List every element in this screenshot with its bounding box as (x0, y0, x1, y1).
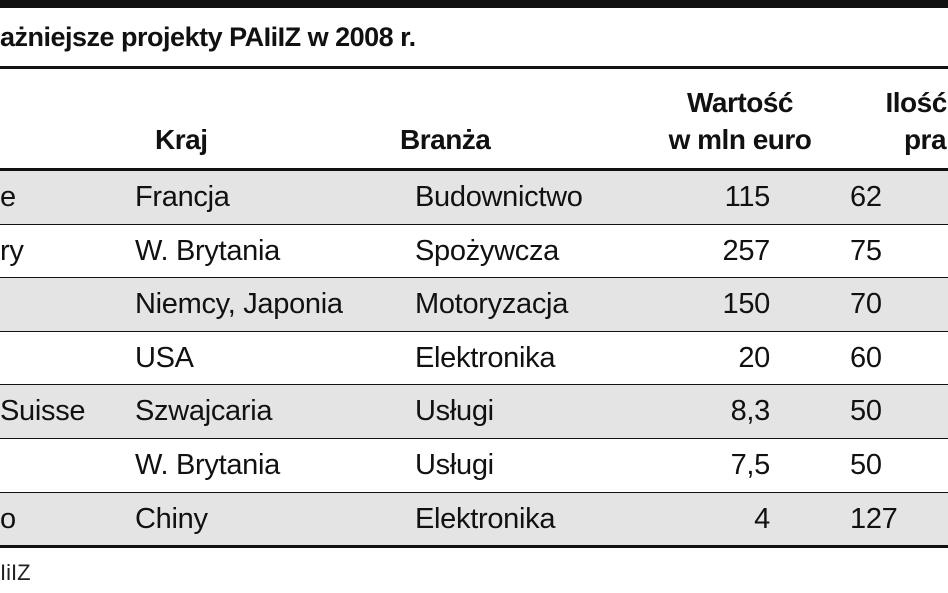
table-row (0, 224, 948, 278)
source: IiIZ (0, 560, 31, 585)
table-cell: 257 (722, 234, 771, 267)
table-cell: Elektronika (415, 341, 556, 374)
table-cell: 127 (850, 502, 898, 535)
table-cell: Usługi (415, 449, 494, 481)
table-cell: Usługi (415, 395, 494, 428)
table-row (0, 278, 948, 332)
table-cell: Szwajcaria (135, 395, 273, 428)
header-cell: Ilość r (885, 87, 948, 118)
header-cell: Wartość (687, 87, 793, 118)
table-cell: 150 (722, 288, 771, 321)
table-cell: Motoryzacja (415, 288, 569, 321)
table-cell: e (0, 181, 16, 213)
table-cell: Francja (135, 181, 230, 213)
table-cell: 20 (738, 341, 770, 374)
table-cell: Suisse (0, 395, 86, 428)
top-bar (0, 0, 948, 8)
table-cell: Budownictwo (415, 181, 583, 213)
table-cell: 115 (724, 181, 771, 213)
table-cell: 50 (850, 449, 882, 481)
table-cell: 75 (850, 234, 882, 267)
table-cell: 7,5 (730, 449, 771, 481)
table-row (0, 171, 948, 224)
table-cell: 50 (850, 395, 882, 428)
table-cell: ry (0, 234, 24, 267)
table-cell: Chiny (135, 502, 208, 535)
title-rule (0, 66, 948, 69)
table-title: ażniejsze projekty PAIiIZ w 2008 r. (0, 22, 416, 52)
table-cell: W. Brytania (135, 234, 280, 267)
table-row (0, 385, 948, 439)
header-cell: Branża (400, 124, 491, 155)
table-cell: 8,3 (730, 395, 771, 428)
header-cell: pra (903, 124, 947, 155)
table-cell: Spożywcza (415, 234, 559, 267)
table-cell: 70 (850, 288, 882, 321)
table-cell: Elektronika (415, 502, 556, 535)
table-row (0, 492, 948, 546)
table-cell: 4 (754, 502, 770, 535)
header-cell: w mln euro (668, 124, 812, 155)
table-cell: W. Brytania (135, 449, 280, 481)
header-cell: Kraj (155, 124, 208, 155)
table-row (0, 331, 948, 385)
table-cell: o (0, 502, 16, 535)
table-cell: 60 (850, 341, 882, 374)
table-cell: Niemcy, Japonia (135, 288, 343, 321)
header-rule (0, 168, 948, 171)
table-cell: USA (135, 341, 194, 374)
row-rule (0, 545, 948, 549)
table-cell: 62 (850, 181, 882, 213)
table-row (0, 439, 948, 492)
